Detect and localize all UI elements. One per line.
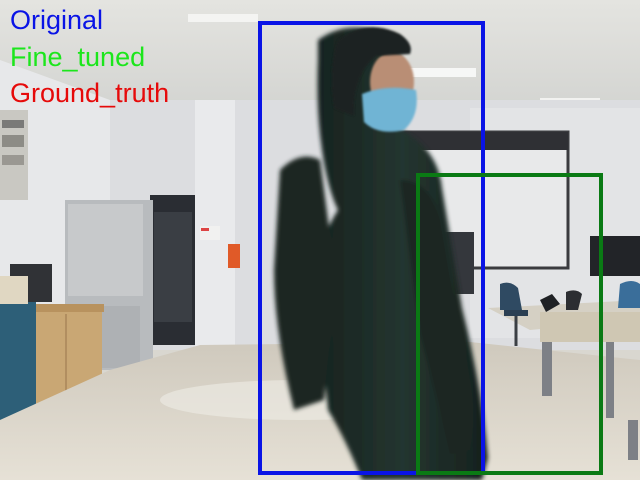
pillar	[195, 100, 235, 350]
office-chair	[618, 281, 640, 308]
desk-leg	[628, 420, 638, 460]
wood-cabinet-top	[28, 304, 104, 312]
teal-panel	[0, 300, 36, 420]
bbox-fine-tuned	[416, 173, 603, 475]
metal-cabinet	[68, 204, 143, 296]
wall-poster	[2, 120, 24, 128]
office-chair	[540, 294, 560, 312]
office-chair	[500, 282, 522, 310]
wall-poster	[2, 155, 24, 165]
desk-top	[540, 312, 640, 342]
face-mask	[362, 87, 417, 132]
ceiling-light	[188, 14, 258, 22]
legend-fine-tuned-label: Fine_tuned	[10, 42, 146, 72]
desk-leg	[606, 338, 614, 418]
pillar-sign	[201, 228, 209, 231]
screen-header	[376, 132, 568, 150]
door-panel	[154, 212, 192, 322]
papers	[0, 276, 28, 304]
desk-leg	[542, 328, 552, 396]
wall-poster	[2, 135, 24, 147]
office-chair	[504, 310, 528, 316]
metal-cabinet	[100, 306, 140, 368]
person-hair	[331, 27, 411, 117]
ceiling-light	[400, 68, 476, 77]
right-display	[590, 236, 640, 276]
legend-ground-truth-label: Ground_truth	[10, 78, 170, 108]
legend-original-label: Original	[10, 5, 104, 35]
fire-alarm	[228, 244, 240, 268]
office-chair	[566, 290, 582, 310]
bbox-original	[258, 21, 485, 475]
